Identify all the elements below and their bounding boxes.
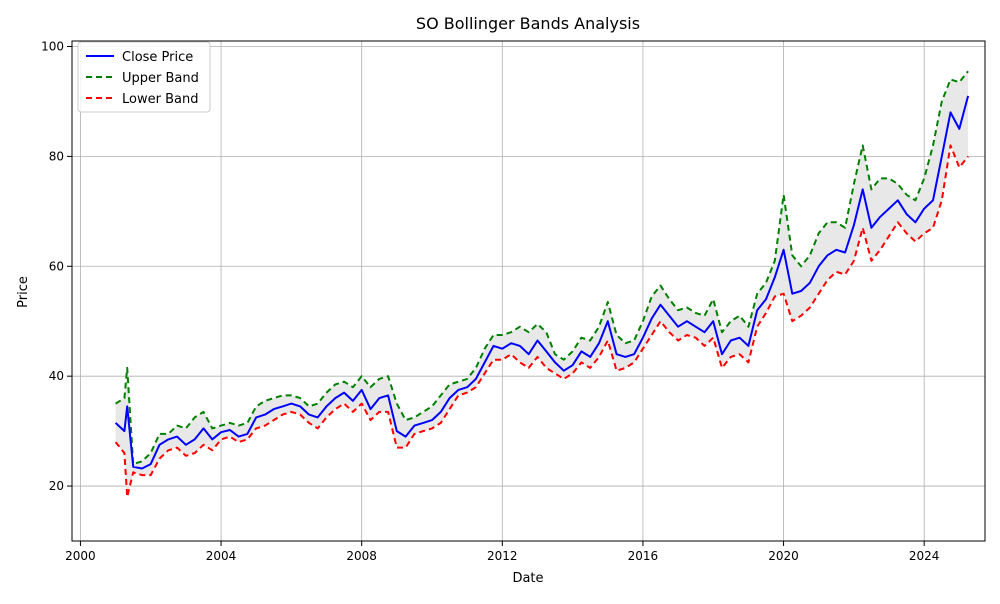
series-line-upper-band (115, 70, 969, 466)
legend-frame (77, 41, 211, 113)
x-tick-label: 2016 (628, 549, 659, 563)
x-axis-label: Date (512, 571, 543, 586)
x-tick-label: 2008 (346, 549, 377, 563)
x-tick-label: 2024 (909, 549, 940, 563)
y-axis-label: Price (16, 276, 31, 308)
x-tick-label: 2000 (65, 549, 96, 563)
y-tick-label: 20 (49, 479, 64, 493)
axes-frame (71, 40, 986, 542)
legend-upper-label: Upper Band (122, 71, 199, 86)
y-tick-label: 80 (49, 149, 64, 163)
legend: Close Price Upper Band Lower Band (77, 41, 211, 113)
x-tick-label: 2020 (768, 549, 799, 563)
chart-title: SO Bollinger Bands Analysis (416, 14, 640, 33)
y-tick-label: 60 (49, 259, 64, 273)
plot-area: 2000 2004 2008 2012 2016 2020 2024 20 40 60 80 100 (41, 39, 986, 563)
legend-lower-label: Lower Band (122, 92, 198, 107)
y-tick-label: 40 (49, 369, 64, 383)
legend-close-label: Close Price (122, 50, 193, 65)
x-tick-label: 2012 (487, 549, 518, 563)
series-line-close-price (114, 95, 970, 470)
y-tick-label: 100 (41, 39, 64, 53)
x-tick-label: 2004 (206, 549, 237, 563)
series-line-lower-band (114, 144, 969, 498)
